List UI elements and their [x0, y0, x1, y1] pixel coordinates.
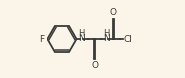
Text: O: O [110, 8, 117, 17]
Text: H: H [103, 29, 109, 38]
Text: N: N [78, 34, 85, 43]
Text: H: H [78, 29, 84, 38]
Text: F: F [39, 34, 45, 44]
Text: N: N [103, 34, 110, 43]
Text: Cl: Cl [123, 34, 132, 44]
Text: O: O [91, 61, 98, 70]
